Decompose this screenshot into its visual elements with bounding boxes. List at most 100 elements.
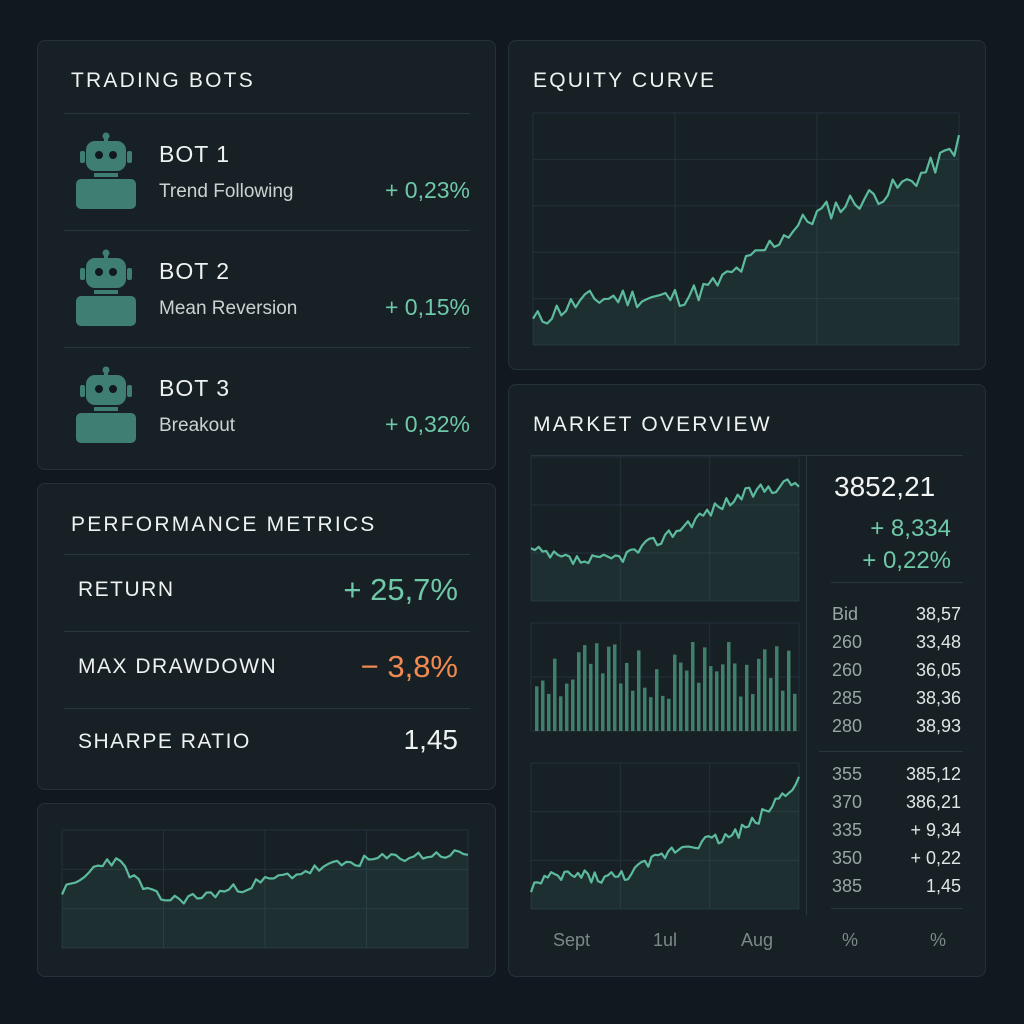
volume-bar [727,642,731,731]
area-fill [531,479,799,601]
volume-bar [583,645,587,731]
market-change-abs: + 8,334 [870,515,951,542]
metric-label: MAX DRAWDOWN [78,655,278,678]
order-book-level: 355 [832,764,863,784]
metric-label: RETURN [78,578,175,601]
volume-bar [691,641,695,731]
metric-value: + 25,7% [343,572,458,607]
mini-line-chart [60,829,469,949]
volume-bar [535,686,539,731]
bot-row-3[interactable]: BOT 3 Breakout + 0,32% [64,347,470,463]
volume-bar [673,654,677,731]
series-line [60,849,469,905]
divider [64,347,470,348]
series-line [532,134,961,325]
equity-curve-panel: EQUITY CURVE [508,40,986,370]
order-book-level: 385 [832,876,863,896]
metric-return: RETURN + 25,7% [64,554,470,630]
volume-bar [739,696,743,731]
divider [831,582,963,583]
bot-row-1[interactable]: BOT 1 Trend Following + 0,23% [64,113,470,229]
volume-bar [709,666,713,731]
bot-strategy: Trend Following [159,181,294,202]
series-line [529,776,801,893]
order-book-value: 38,57 [915,604,961,624]
volume-bar [577,652,581,731]
x-axis-label: 1ul [653,930,678,950]
divider [531,455,963,456]
equity-line-chart [532,112,961,346]
area-fill [531,776,799,909]
x-axis-label: % [930,930,947,950]
volume-bar [733,663,737,731]
order-book-value: 38,93 [915,716,961,736]
bot-strategy: Mean Reversion [159,298,298,319]
x-axis-label: % [842,930,859,950]
volume-bar [769,678,773,731]
volume-bar [565,683,569,731]
volume-bar [655,669,659,731]
bot-name: BOT 2 [159,258,231,284]
metric-max-drawdown: MAX DRAWDOWN − 3,8% [64,631,470,707]
market-price-chart [529,456,801,910]
order-book-value: 386,21 [905,792,961,812]
order-book-level: Bid [832,604,859,624]
x-axis-label: Aug [741,930,774,950]
order-book-level: 260 [832,632,863,652]
volume-bar [667,698,671,731]
metric-value: 1,45 [403,724,459,755]
robot-icon [76,249,136,326]
order-book-level: 335 [832,820,863,840]
volume-bar [715,671,719,731]
volume-bar [685,670,689,731]
order-book-value: 36,05 [915,660,961,680]
robot-icon [76,132,136,209]
volume-bar [595,643,599,731]
volume-bar [613,644,617,731]
order-book-level: 280 [832,716,863,736]
volume-bar [751,694,755,731]
order-book-level: 285 [832,688,863,708]
bot-name: BOT 1 [159,141,231,167]
divider [819,751,963,752]
performance-metrics-panel: PERFORMANCE METRICS RETURN + 25,7% MAX D… [37,483,496,790]
order-book-level: 350 [832,848,863,868]
market-overview-panel: MARKET OVERVIEW 3852,21 + 8,334 + 0,22% … [508,384,986,977]
volume-bar [721,664,725,731]
volume-bar [793,693,797,731]
robot-icon [76,366,136,443]
trading-bots-title: TRADING BOTS [71,69,255,92]
order-book-level: 370 [832,792,863,812]
volume-bar [553,658,557,731]
series-line [530,478,800,566]
volume-bar [745,664,749,731]
order-book-value: + 9,34 [910,820,961,840]
bot-change: + 0,15% [384,294,470,320]
volume-bar [649,697,653,731]
order-book-value: 1,45 [925,876,961,896]
order-book-value: + 0,22 [910,848,961,868]
bot-name: BOT 3 [159,375,231,401]
equity-curve-title: EQUITY CURVE [533,69,717,92]
bot-change: + 0,32% [384,411,470,437]
volume-bar [661,695,665,731]
volume-bar [697,682,701,731]
divider [64,230,470,231]
divider [64,554,470,555]
volume-bar [547,693,551,731]
market-change-pct: + 0,22% [862,547,951,574]
volume-bar [559,696,563,731]
volume-bar [589,663,593,731]
volume-bar [757,658,761,731]
bot-row-2[interactable]: BOT 2 Mean Reversion + 0,15% [64,230,470,346]
divider [64,708,470,709]
performance-title: PERFORMANCE METRICS [71,513,377,536]
volume-bar [619,683,623,731]
divider [831,908,963,909]
metric-value: − 3,8% [360,649,458,684]
x-axis-label: Sept [553,930,591,950]
volume-bar [679,662,683,731]
metric-label: SHARPE RATIO [78,730,251,753]
volume-bar [607,646,611,731]
area-fill [533,135,959,345]
